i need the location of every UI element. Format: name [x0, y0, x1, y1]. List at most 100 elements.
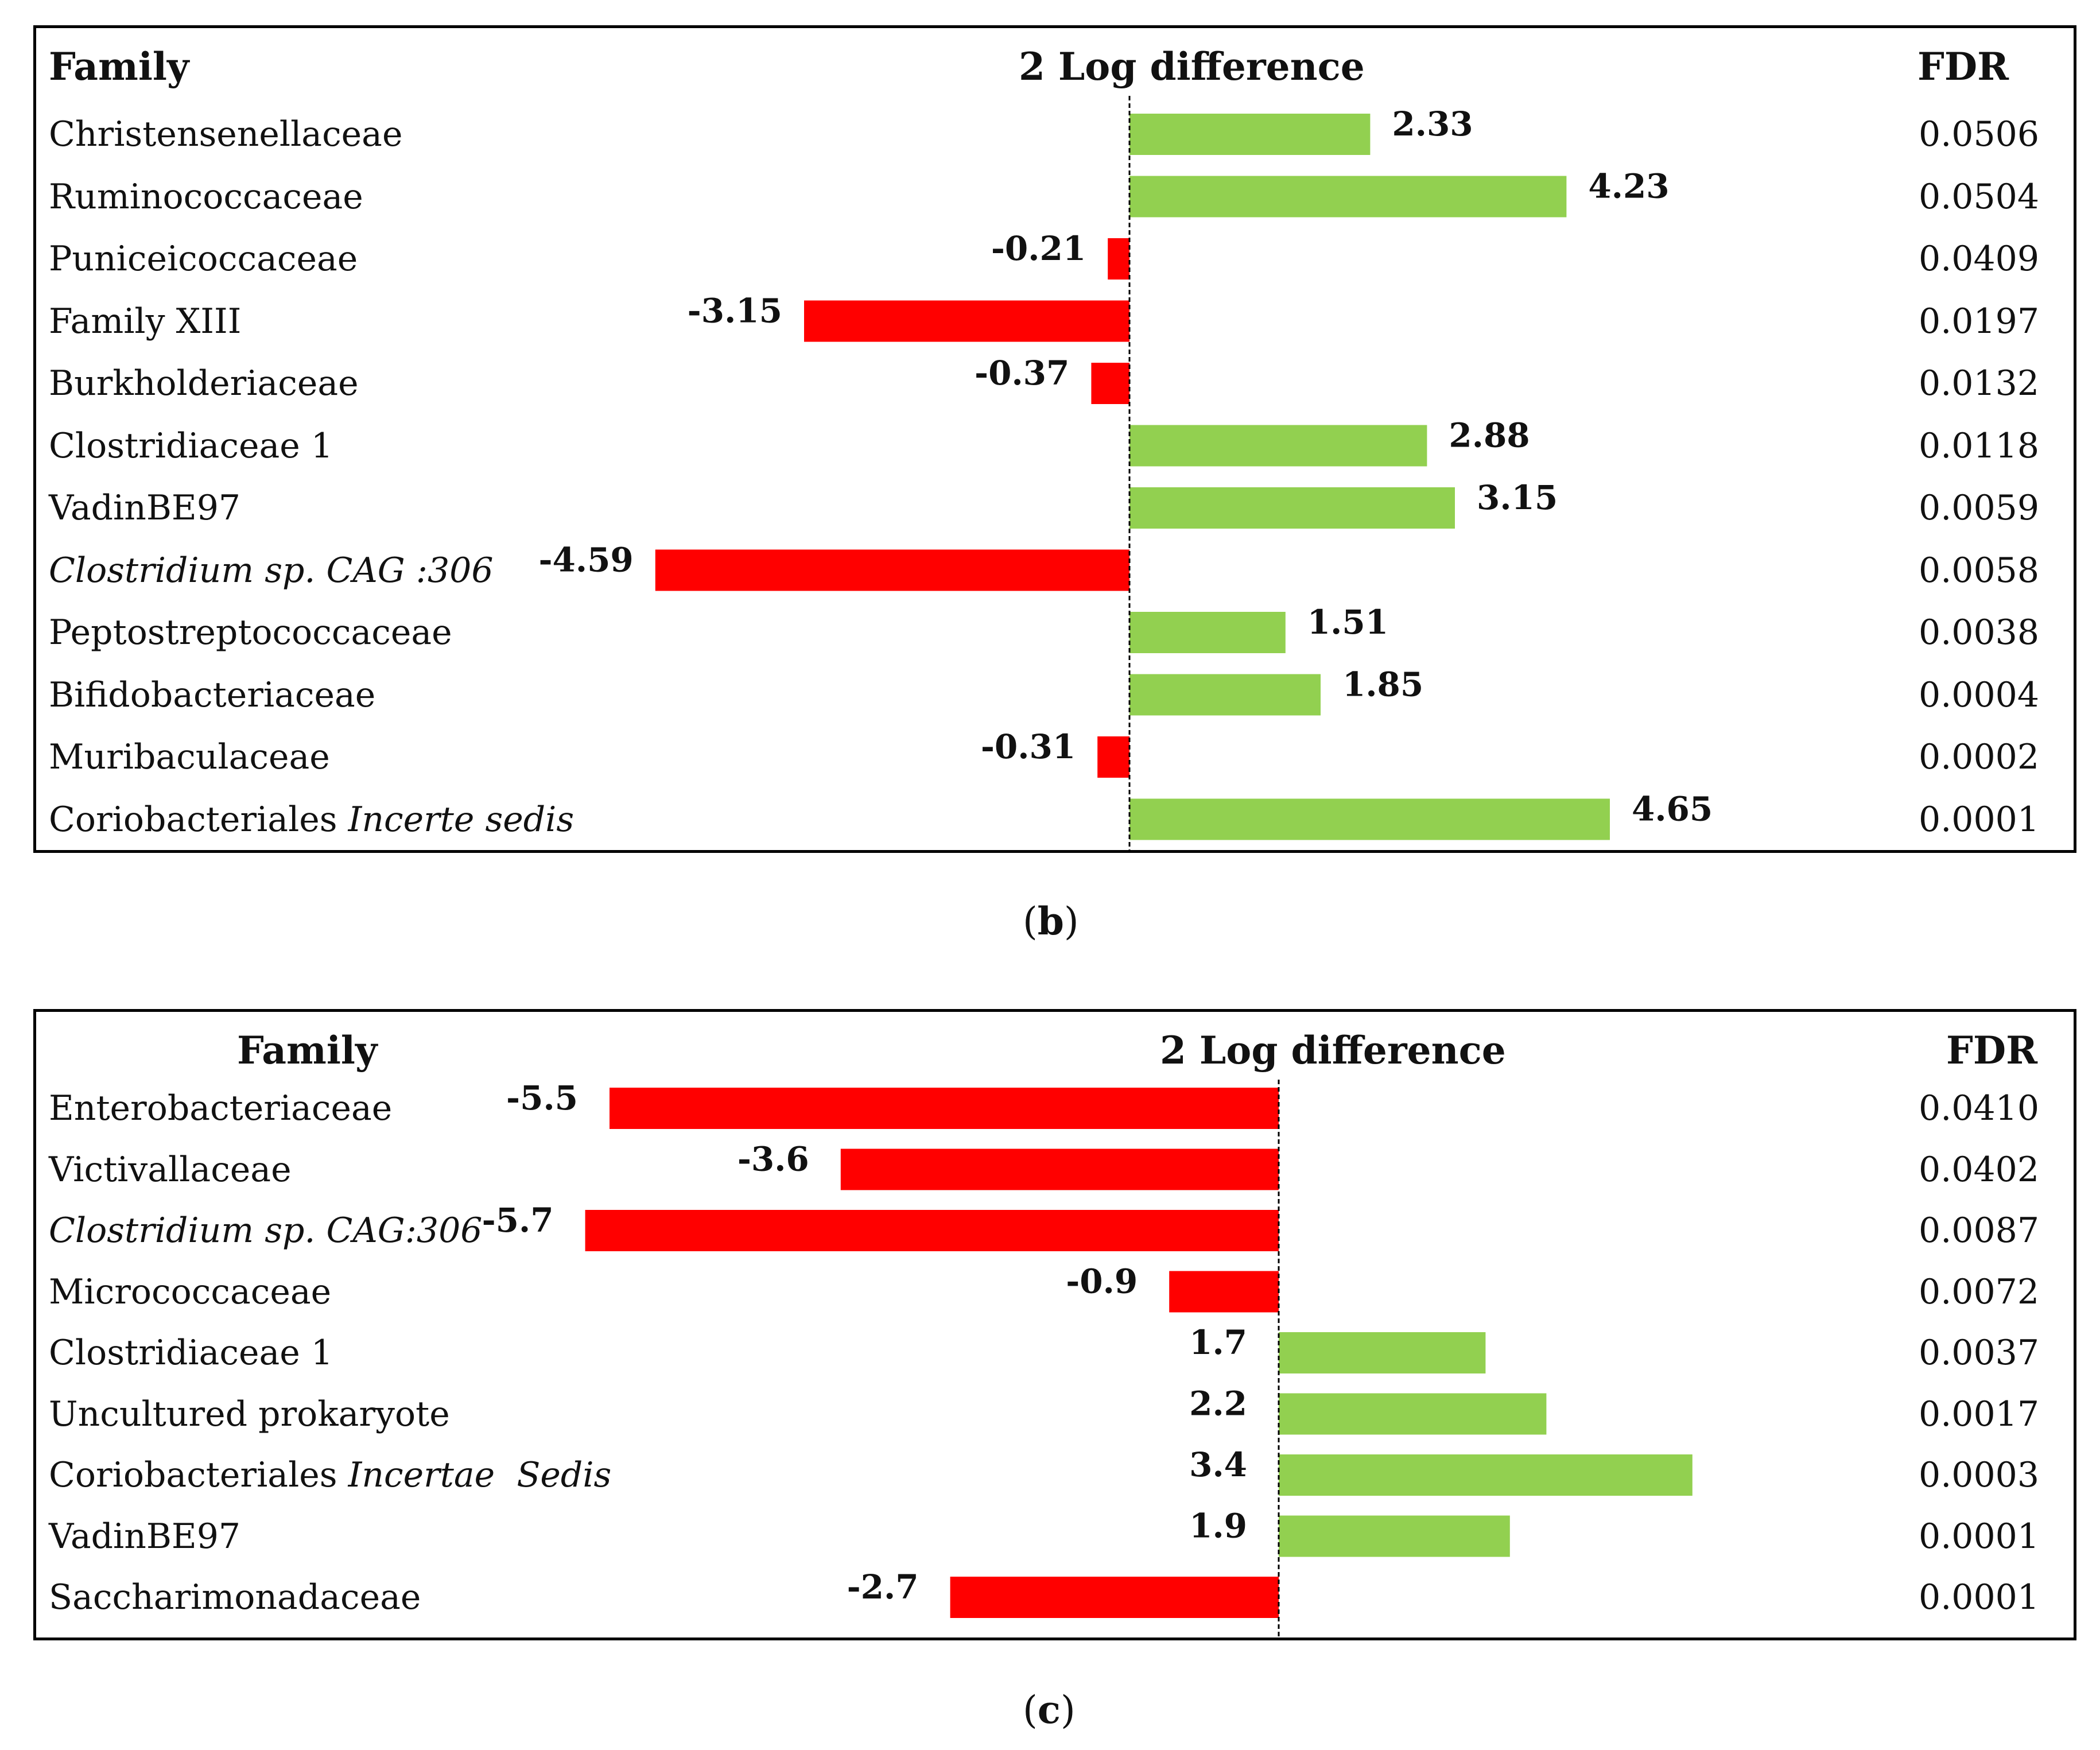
bar: [1097, 736, 1129, 778]
fdr-value: 0.0058: [1919, 550, 2039, 591]
family-label: Clostridiaceae 1: [49, 429, 333, 463]
data-label: -5.5: [506, 1078, 578, 1117]
family-label: Uncultured prokaryote: [49, 1397, 450, 1431]
bar: [610, 1088, 1279, 1129]
bar: [1129, 114, 1371, 155]
family-name: Family XIII: [49, 301, 242, 342]
data-label: 1.9: [1189, 1507, 1247, 1546]
family-header: Family: [237, 1028, 378, 1073]
family-label: Peptostreptococcaceae: [49, 615, 452, 650]
value-header: 2 Log difference: [1160, 1028, 1506, 1073]
data-label: 1.51: [1307, 603, 1388, 642]
family-label: Coriobacteriales Incertae Sedis: [49, 1458, 611, 1492]
family-label: Enterobacteriaceae: [49, 1091, 392, 1126]
fdr-value: 0.0409: [1919, 239, 2039, 279]
family-name: Bifidobacteriaceae: [49, 674, 376, 715]
bar: [1129, 176, 1567, 218]
fdr-header: FDR: [1946, 1028, 2037, 1073]
family-label: Clostridium sp. CAG :306: [49, 553, 494, 588]
data-label: -0.9: [1066, 1262, 1138, 1301]
data-label: -0.21: [991, 229, 1086, 268]
data-label: 2.2: [1189, 1384, 1247, 1423]
fdr-value: 0.0118: [1919, 425, 2039, 466]
fdr-value: 0.0001: [1919, 799, 2039, 840]
family-name: Saccharimonadaceae: [49, 1577, 421, 1617]
bar: [950, 1577, 1279, 1618]
fdr-value: 0.0506: [1919, 114, 2039, 154]
bar: [1091, 363, 1129, 404]
data-label: 2.88: [1449, 416, 1530, 455]
bar: [1129, 612, 1286, 653]
data-label: 3.15: [1477, 478, 1558, 517]
fdr-value: 0.0087: [1919, 1210, 2039, 1251]
bar: [804, 300, 1129, 342]
family-italic: Incertae Sedis: [348, 1455, 612, 1495]
data-label: 1.7: [1189, 1323, 1247, 1362]
fdr-header: FDR: [1917, 44, 2009, 89]
family-name: Clostridiaceae 1: [49, 425, 333, 466]
data-label: -2.7: [847, 1567, 919, 1607]
data-label: 1.85: [1342, 665, 1423, 704]
family-label: Clostridium sp. CAG:306: [49, 1213, 482, 1248]
family-label: Coriobacteriales Incerte sedis: [49, 802, 574, 837]
fdr-value: 0.0072: [1919, 1271, 2039, 1312]
bar: [1129, 674, 1321, 716]
bar: [1129, 798, 1610, 840]
family-name: Coriobacteriales: [49, 1455, 348, 1495]
fdr-value: 0.0037: [1919, 1333, 2039, 1373]
caption-b: (b): [1023, 899, 1079, 944]
data-label: 4.65: [1632, 790, 1713, 829]
fdr-value: 0.0001: [1919, 1577, 2039, 1617]
family-name: Christensenellaceae: [49, 114, 403, 154]
data-label: -0.37: [975, 354, 1069, 393]
family-name: Enterobacteriaceae: [49, 1088, 393, 1128]
data-label: 3.4: [1189, 1445, 1247, 1484]
family-label: Muribaculaceae: [49, 740, 330, 774]
family-name: Ruminococcaceae: [49, 176, 363, 217]
data-label: 4.23: [1588, 167, 1669, 206]
fdr-value: 0.0002: [1919, 737, 2039, 777]
bar: [1279, 1515, 1510, 1557]
data-label: -3.6: [737, 1140, 809, 1179]
family-name: Micrococcaceae: [49, 1271, 332, 1312]
chart-panel-c: Family 2 Log difference FDR Enterobacter…: [33, 1009, 2076, 1640]
value-header: 2 Log difference: [1019, 44, 1365, 89]
bar: [1169, 1271, 1279, 1313]
bar: [655, 549, 1129, 591]
fdr-value: 0.0038: [1919, 612, 2039, 653]
fdr-value: 0.0017: [1919, 1394, 2039, 1434]
family-label: Family XIII: [49, 304, 241, 339]
bar: [1108, 238, 1129, 280]
family-label: Saccharimonadaceae: [49, 1580, 421, 1615]
family-label: Clostridiaceae 1: [49, 1336, 333, 1370]
family-name: Victivallaceae: [49, 1149, 292, 1190]
family-name: Peptostreptococcaceae: [49, 612, 452, 653]
family-label: Puniceicoccaceae: [49, 242, 358, 276]
fdr-value: 0.0059: [1919, 488, 2039, 528]
bar: [1279, 1393, 1547, 1435]
family-name: Burkholderiaceae: [49, 363, 359, 403]
data-label: -5.7: [482, 1201, 554, 1240]
caption-c: (c): [1023, 1687, 1076, 1732]
family-italic: Clostridium sp. CAG:306: [49, 1210, 483, 1251]
fdr-value: 0.0197: [1919, 301, 2039, 342]
bar: [1129, 487, 1455, 529]
data-label: 2.33: [1392, 104, 1473, 143]
bar: [585, 1210, 1279, 1251]
family-name: VadinBE97: [49, 488, 241, 528]
family-label: Bifidobacteriaceae: [49, 678, 375, 712]
fdr-value: 0.0003: [1919, 1455, 2039, 1495]
bar-plot-b: 2.33 4.23 -0.21 -3.15 -0.37 2.88 3.15 -4.59 1.51…: [538, 96, 1713, 850]
bar: [840, 1148, 1279, 1190]
family-name: Coriobacteriales: [49, 799, 348, 840]
family-label: Burkholderiaceae: [49, 366, 359, 401]
fdr-value: 0.0004: [1919, 674, 2039, 715]
data-label: -3.15: [688, 292, 782, 331]
bar: [1279, 1332, 1486, 1373]
family-label: Ruminococcaceae: [49, 180, 363, 214]
bar-plot-c: -5.5 -3.6 -5.7 -0.9 1.7 2.2 3.4 1.9 -2.7: [482, 1078, 1693, 1638]
family-label: VadinBE97: [49, 491, 240, 525]
bar: [1129, 425, 1427, 467]
data-label: -4.59: [538, 541, 633, 580]
family-name: Clostridiaceae 1: [49, 1333, 333, 1373]
